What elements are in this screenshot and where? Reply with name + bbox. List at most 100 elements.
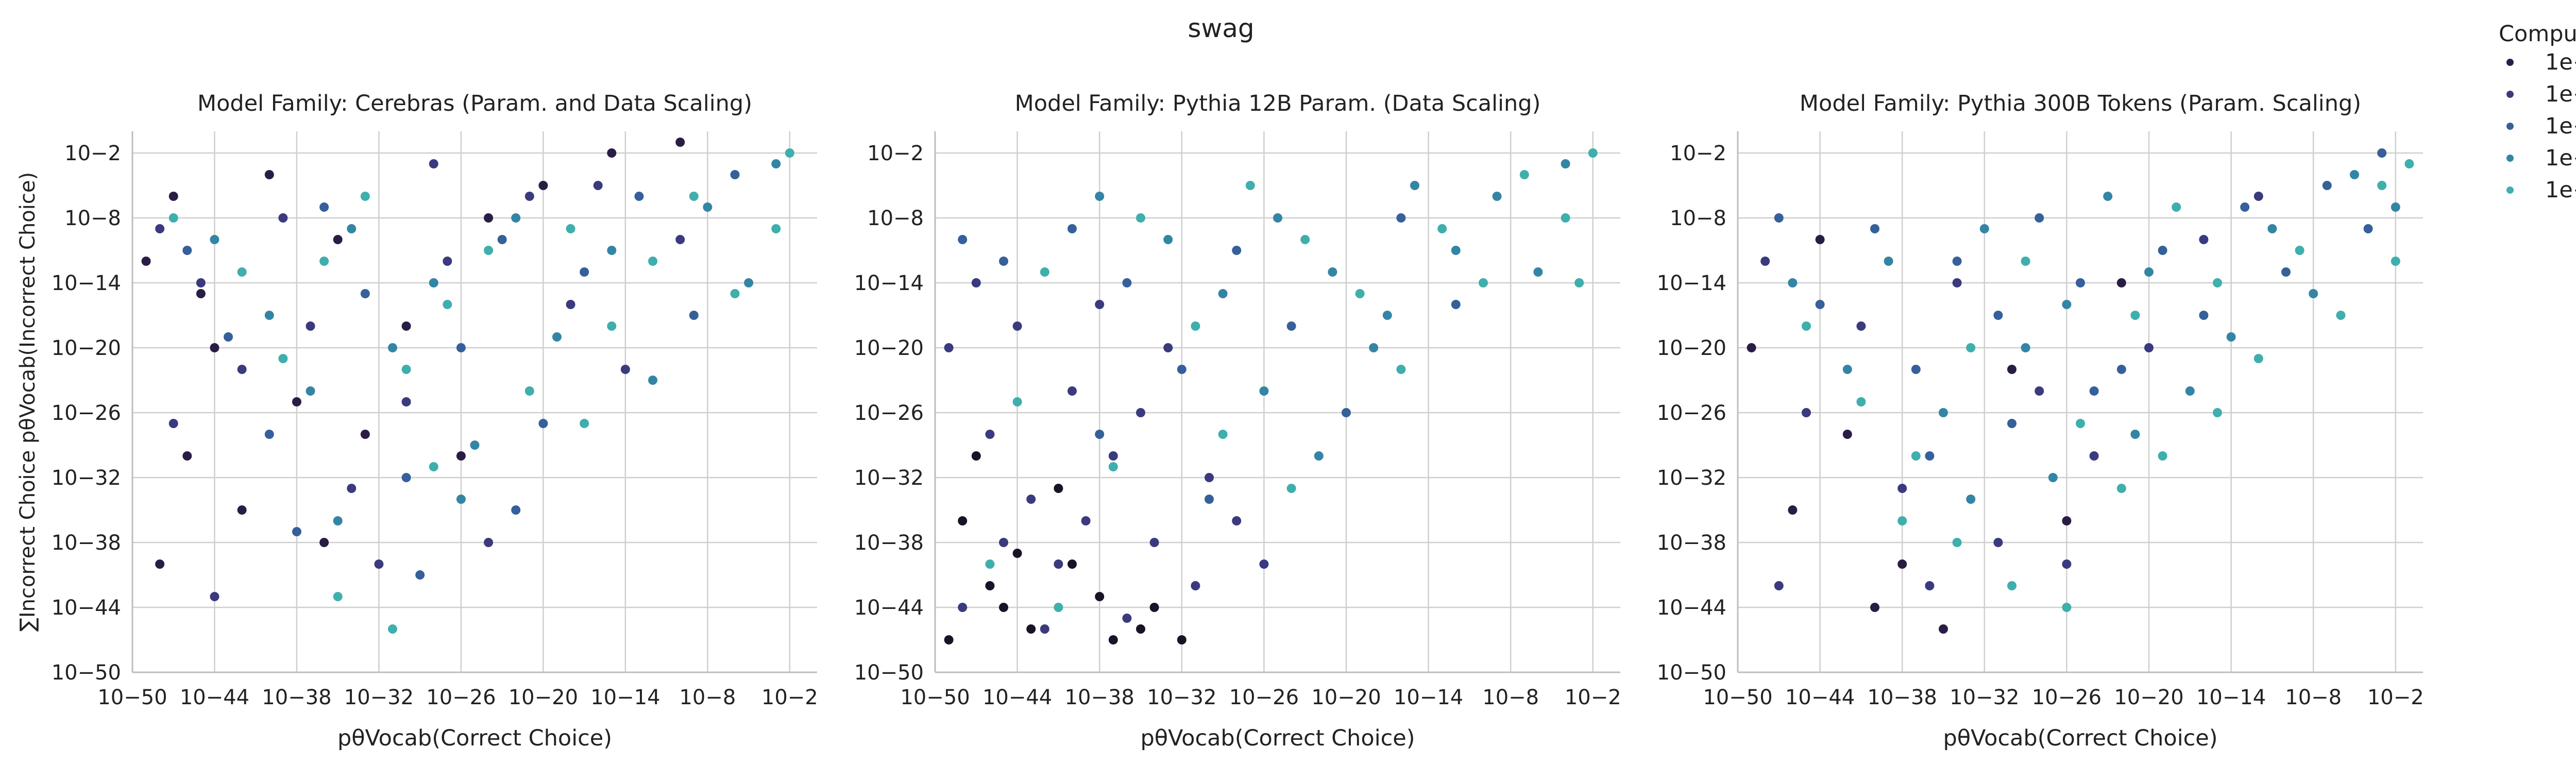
data-point [1342, 408, 1351, 417]
y-tick-label: 10−44 [854, 596, 924, 620]
y-tick-label: 10−38 [52, 531, 121, 555]
data-point [944, 635, 954, 644]
data-point [237, 505, 247, 515]
data-point [429, 278, 438, 287]
data-point [2035, 213, 2044, 223]
data-point [566, 300, 575, 309]
data-point [292, 527, 301, 536]
data-point [1842, 365, 1852, 374]
x-tick-label: 10−8 [679, 686, 736, 709]
data-point [210, 343, 219, 352]
data-point [689, 192, 699, 201]
y-tick-label: 10−32 [52, 466, 121, 490]
y-tick-label: 10−50 [854, 661, 924, 685]
data-point [1259, 559, 1269, 569]
data-point [1273, 213, 1282, 223]
data-point [2322, 181, 2332, 190]
data-point [2076, 419, 2085, 428]
y-tick-label: 10−44 [52, 596, 121, 620]
y-tick-label: 10−8 [64, 207, 121, 230]
data-point [2007, 365, 2016, 374]
data-point [2089, 386, 2099, 396]
data-point [360, 430, 370, 439]
data-point [1952, 278, 1962, 287]
data-point [182, 451, 192, 461]
data-point [1747, 343, 1756, 352]
x-tick-label: 10−2 [1565, 686, 1621, 709]
legend: Compute 1e+18 1e+19 1e+20 1e+21 1e+22 [2499, 21, 2576, 203]
data-point [1897, 516, 1907, 525]
data-point [360, 192, 370, 201]
data-point [648, 257, 658, 266]
data-point [1054, 603, 1063, 612]
data-point [484, 538, 494, 547]
data-point [2062, 603, 2072, 612]
data-point [319, 202, 329, 212]
x-tick-label: 10−8 [2285, 686, 2342, 709]
data-point [401, 321, 411, 331]
y-tick-label: 10−26 [1657, 401, 1726, 425]
data-point [470, 440, 480, 450]
x-axis-label: pθVocab(Correct Choice) [1140, 725, 1415, 751]
data-point [196, 289, 206, 298]
series-1e+22 [1802, 159, 2414, 612]
x-tick-label: 10−44 [1785, 686, 1855, 709]
data-point [771, 224, 781, 233]
data-point [1993, 311, 2003, 320]
legend-marker [2506, 59, 2514, 66]
data-point [1163, 235, 1173, 244]
data-point [1939, 408, 1948, 417]
x-tick-label: 10−50 [1703, 686, 1772, 709]
x-tick-label: 10−38 [1065, 686, 1134, 709]
y-tick-label: 10−20 [1657, 336, 1726, 360]
data-point [1588, 148, 1598, 158]
data-point [2172, 202, 2181, 212]
data-point [703, 202, 713, 212]
data-point [958, 235, 968, 244]
data-point [2185, 386, 2195, 396]
data-point [2007, 581, 2016, 590]
x-tick-label: 10−44 [982, 686, 1052, 709]
data-point [1492, 192, 1502, 201]
data-point [2035, 386, 2044, 396]
data-point [1012, 549, 1022, 558]
data-point [1177, 365, 1187, 374]
panel-pythia-300b: 10−50 10−44 10−38 10−32 10−26 10−20 10−14 10−8 1… [1657, 91, 2424, 751]
data-point [1561, 159, 1570, 168]
y-tick-label: 10−26 [52, 401, 121, 425]
data-point [1396, 213, 1406, 223]
data-point [1300, 235, 1310, 244]
data-point [1026, 624, 1036, 634]
data-point [1218, 430, 1228, 439]
y-tick-label: 10−14 [1657, 271, 1726, 295]
data-point [634, 192, 644, 201]
data-point [401, 365, 411, 374]
x-tick-label: 10−32 [1950, 686, 2019, 709]
y-tick-label: 10−20 [854, 336, 924, 360]
data-point [1842, 430, 1852, 439]
data-point [524, 386, 534, 396]
data-point [1939, 624, 1948, 634]
legend-label: 1e+19 [2545, 81, 2576, 107]
data-point [456, 451, 466, 461]
data-point [1136, 624, 1145, 634]
data-point [2377, 181, 2387, 190]
legend-marker [2506, 155, 2514, 162]
data-point [1081, 516, 1091, 525]
data-point [999, 603, 1008, 612]
data-point [1108, 451, 1118, 461]
data-point [648, 376, 658, 385]
x-tick-label: 10−14 [1394, 686, 1463, 709]
panel-title: Model Family: Cerebras (Param. and Data … [197, 91, 752, 116]
data-point [1328, 267, 1337, 277]
x-tick-label: 10−50 [97, 686, 167, 709]
data-point [319, 257, 329, 266]
legend-title: Compute [2499, 21, 2576, 47]
data-point [141, 257, 151, 266]
data-point [1856, 397, 1866, 406]
series-1e+22 [168, 148, 794, 634]
x-tick-label: 10−50 [900, 686, 970, 709]
data-point [401, 397, 411, 406]
data-point [1561, 213, 1570, 223]
data-point [1355, 289, 1365, 298]
